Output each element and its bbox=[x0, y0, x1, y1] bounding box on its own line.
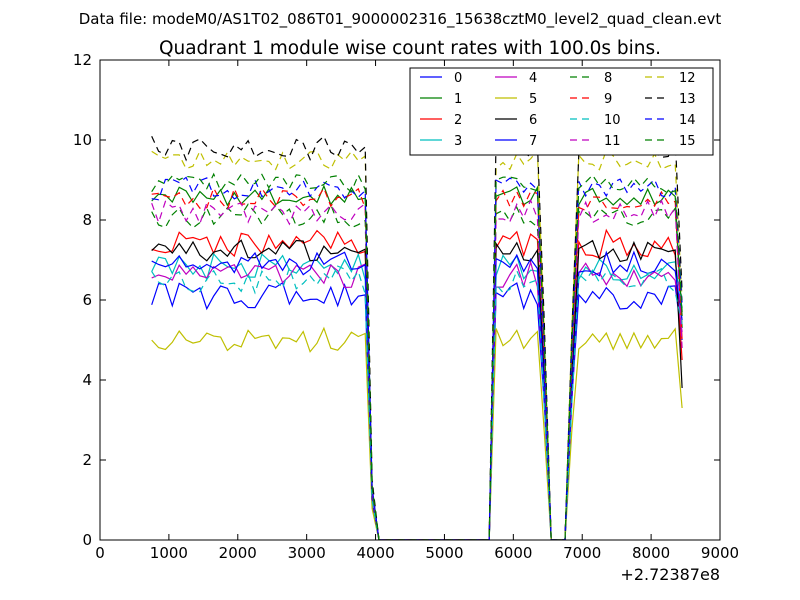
plot-frame bbox=[99, 59, 721, 541]
legend-label-0: 0 bbox=[454, 71, 462, 86]
legend-label-12: 12 bbox=[679, 71, 696, 86]
series-line-14 bbox=[151, 176, 683, 540]
x-tick-label: 8000 bbox=[632, 544, 670, 562]
ticks-layer: 0 1000 2000 3000 4000 5000 6000 7000 8000 9000 0 2 4… bbox=[73, 51, 739, 562]
series-line-9 bbox=[151, 186, 683, 540]
legend-label-14: 14 bbox=[679, 113, 696, 128]
legend-label-10: 10 bbox=[604, 113, 621, 128]
legend-label-7: 7 bbox=[529, 134, 537, 149]
series-line-7 bbox=[151, 250, 683, 540]
x-tick-label: 4000 bbox=[356, 544, 394, 562]
x-tick-label: 0 bbox=[95, 544, 105, 562]
y-tick-label: 0 bbox=[82, 531, 92, 549]
x-tick-label: 6000 bbox=[494, 544, 532, 562]
legend-label-4: 4 bbox=[529, 71, 537, 86]
y-tick-label: 12 bbox=[73, 51, 92, 69]
y-tick-label: 10 bbox=[73, 131, 92, 149]
series-line-10 bbox=[151, 265, 683, 540]
series-line-6 bbox=[151, 239, 683, 540]
y-tick-label: 4 bbox=[82, 371, 92, 389]
series-line-8 bbox=[151, 203, 683, 540]
legend-label-6: 6 bbox=[529, 113, 537, 128]
series-line-5 bbox=[151, 326, 683, 540]
x-offset-label: +2.72387e8 bbox=[620, 565, 720, 584]
legend-label-11: 11 bbox=[604, 134, 621, 149]
series-line-4 bbox=[151, 259, 683, 540]
series-line-11 bbox=[151, 198, 683, 540]
legend-label-2: 2 bbox=[454, 113, 462, 128]
series-line-12 bbox=[151, 149, 683, 540]
legend-label-15: 15 bbox=[679, 134, 696, 149]
legend-label-13: 13 bbox=[679, 92, 696, 107]
legend-label-1: 1 bbox=[454, 92, 462, 107]
series-line-2 bbox=[151, 228, 683, 540]
series-line-0 bbox=[151, 281, 683, 540]
chart-title: Quadrant 1 module wise count rates with … bbox=[159, 38, 661, 59]
x-tick-label: 7000 bbox=[563, 544, 601, 562]
x-tick-label: 9000 bbox=[701, 544, 739, 562]
chart-suptitle: Data file: modeM0/AS1T02_086T01_90000023… bbox=[79, 10, 722, 29]
x-tick-label: 3000 bbox=[288, 544, 326, 562]
series-layer bbox=[151, 135, 683, 540]
series-line-1 bbox=[151, 184, 683, 540]
legend-label-5: 5 bbox=[529, 92, 537, 107]
x-tick-label: 2000 bbox=[219, 544, 257, 562]
legend-label-3: 3 bbox=[454, 134, 462, 149]
legend-label-8: 8 bbox=[604, 71, 612, 86]
x-tick-label: 1000 bbox=[150, 544, 188, 562]
y-tick-label: 2 bbox=[82, 451, 92, 469]
series-line-3 bbox=[151, 252, 683, 540]
y-tick-label: 6 bbox=[82, 291, 92, 309]
series-line-15 bbox=[151, 172, 683, 540]
x-tick-label: 5000 bbox=[425, 544, 463, 562]
legend-label-9: 9 bbox=[604, 92, 612, 107]
y-tick-label: 8 bbox=[82, 211, 92, 229]
